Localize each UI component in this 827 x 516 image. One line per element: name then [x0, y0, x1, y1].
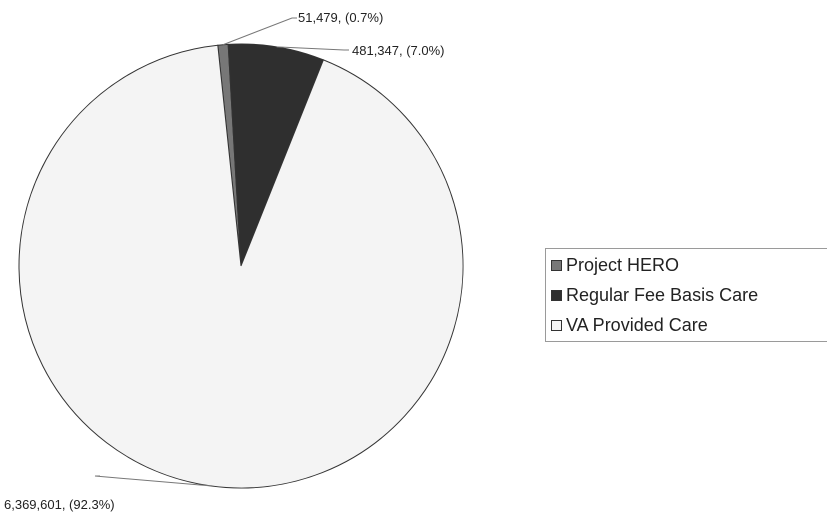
legend-item-project-hero: Project HERO	[551, 255, 679, 276]
legend: Project HERO Regular Fee Basis Care VA P…	[545, 248, 827, 342]
pie-slices	[18, 43, 464, 489]
legend-label-regular-fee-basis-care: Regular Fee Basis Care	[566, 285, 759, 305]
legend-swatch-project-hero	[551, 260, 562, 271]
legend-item-va-provided-care: VA Provided Care	[551, 315, 708, 336]
legend-swatch-regular-fee-basis-care	[551, 290, 562, 301]
legend-swatch-va-provided-care	[551, 320, 562, 331]
legend-label-va-provided-care: VA Provided Care	[566, 315, 708, 335]
data-label-project-hero: 51,479, (0.7%)	[298, 10, 383, 25]
pie-data-labels: 51,479, (0.7%) 481,347, (7.0%) 6,369,601, …	[4, 10, 445, 512]
leader-line-va-provided-care	[94, 475, 211, 487]
data-label-va-provided-care: 6,369,601, (92.3%)	[4, 497, 115, 512]
legend-item-regular-fee-basis-care: Regular Fee Basis Care	[551, 285, 758, 306]
leader-line-regular-fee-basis-care	[276, 46, 349, 51]
leader-line-project-hero	[222, 17, 297, 46]
data-label-regular-fee-basis-care: 481,347, (7.0%)	[352, 43, 445, 58]
legend-label-project-hero: Project HERO	[566, 255, 680, 275]
